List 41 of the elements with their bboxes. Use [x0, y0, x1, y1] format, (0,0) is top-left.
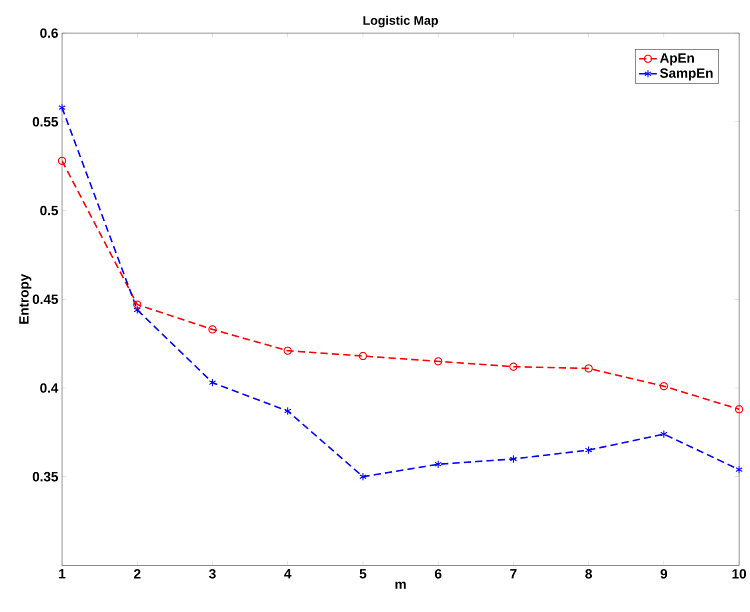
point: [734, 405, 744, 414]
x-tick-label: 7: [510, 569, 517, 578]
x-tick-label: 6: [434, 569, 442, 579]
y-tick-label: 0.35: [32, 472, 58, 482]
point: [510, 454, 518, 464]
chart-title: Logistic Map: [363, 16, 438, 28]
point: [584, 364, 593, 373]
x-tick-label: 5: [360, 569, 366, 578]
x-tick-label: 1: [59, 569, 66, 578]
point: [133, 300, 142, 309]
y-tick-label: 0.6: [40, 28, 58, 38]
point: [584, 446, 592, 454]
x-axis-title: m: [395, 582, 406, 589]
x-tick-label: 3: [209, 569, 216, 579]
point: [284, 346, 292, 355]
legend-label: SampEn: [660, 68, 713, 81]
point: [434, 357, 442, 366]
point: [58, 103, 66, 112]
x-tick-label: 8: [585, 569, 592, 579]
point: [134, 306, 141, 314]
x-tick-label: 10: [732, 569, 746, 579]
y-tick-label: 0.5: [40, 206, 58, 216]
point: [208, 378, 216, 387]
point: [284, 406, 292, 416]
y-tick-label: 0.45: [32, 294, 58, 304]
y-axis-title: Entropy: [19, 274, 32, 324]
point: [359, 472, 367, 481]
point: [358, 352, 368, 360]
y-tick-label: 0.55: [32, 117, 58, 127]
point: [58, 156, 66, 166]
point: [660, 430, 668, 438]
point: [208, 325, 217, 334]
point: [434, 460, 442, 468]
x-tick-label: 9: [660, 569, 668, 579]
y-tick-label: 0.4: [40, 383, 58, 393]
point: [660, 382, 668, 390]
legend-label: ApEn: [660, 53, 694, 66]
point: [509, 362, 518, 371]
point: [735, 465, 743, 474]
x-tick-label: 2: [134, 569, 140, 578]
x-tick-label: 4: [284, 569, 292, 578]
